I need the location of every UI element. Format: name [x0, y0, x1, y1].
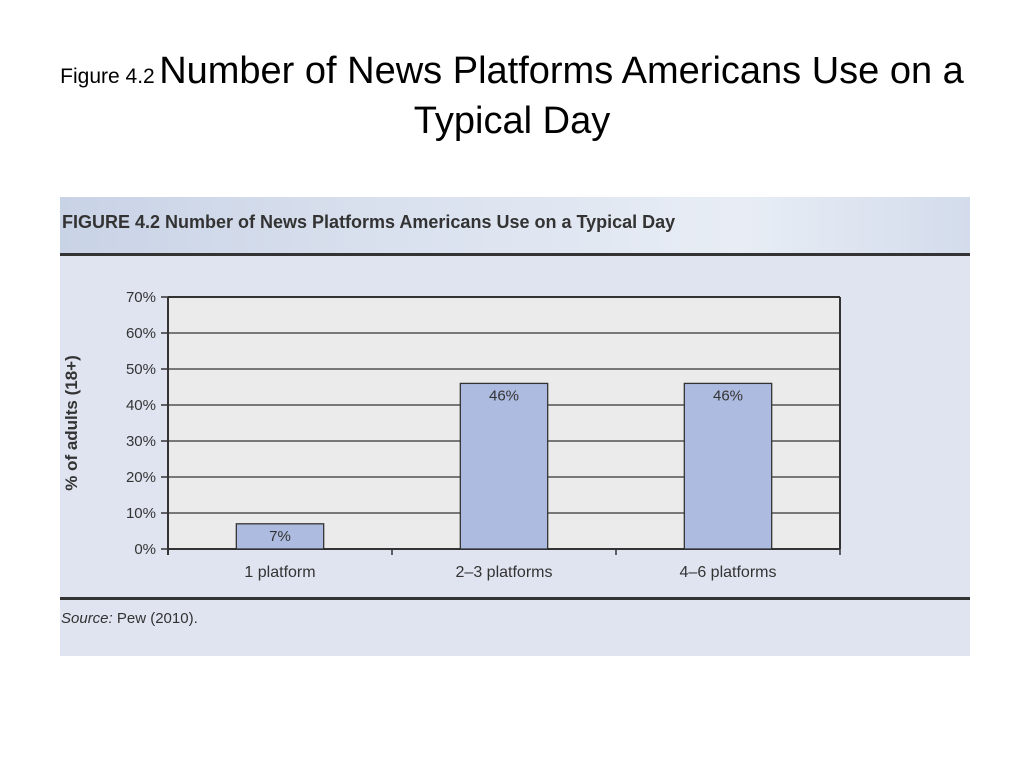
data-label: 7%: [269, 528, 291, 545]
footer-divider: [60, 597, 970, 600]
bar-1: [235, 523, 325, 550]
slide-title: Figure 4.2 Number of News Platforms Amer…: [0, 46, 1024, 146]
figure-header: FIGURE 4.2 Number of News Platforms Amer…: [60, 197, 970, 256]
y-tick-label: 30%: [126, 433, 156, 450]
y-tick-label: 50%: [126, 361, 156, 378]
y-tick-label: 40%: [126, 397, 156, 414]
bar-3: [683, 382, 773, 550]
y-tick-label: 0%: [134, 541, 156, 558]
x-tick-label: 4–6 platforms: [680, 564, 777, 581]
source-text: Pew (2010).: [116, 610, 198, 627]
source-note: Source: Pew (2010).: [61, 610, 198, 627]
data-label: 46%: [713, 387, 743, 404]
y-tick-label: 20%: [126, 469, 156, 486]
x-tick-label: 1 platform: [244, 564, 315, 581]
bar-2: [459, 382, 549, 550]
figure-panel: FIGURE 4.2 Number of News Platforms Amer…: [60, 197, 970, 656]
data-label: 46%: [489, 387, 519, 404]
bar-chart: 0% 10% 20% 30% 40% 50% 60% 70% % of adults (18+)…: [62, 289, 841, 581]
slide-title-main: Number of News Platforms Americans Use o…: [159, 50, 964, 142]
x-tick-label: 2–3 platforms: [456, 564, 553, 581]
y-tick-label: 70%: [126, 289, 156, 306]
slide-title-prefix: Figure 4.2: [60, 65, 155, 88]
y-tick-label: 10%: [126, 505, 156, 522]
source-label: Source:: [61, 610, 113, 627]
y-tick-label: 60%: [126, 325, 156, 342]
figure-caption: FIGURE 4.2 Number of News Platforms Amer…: [62, 212, 676, 232]
y-axis-title: % of adults (18+): [62, 355, 81, 491]
